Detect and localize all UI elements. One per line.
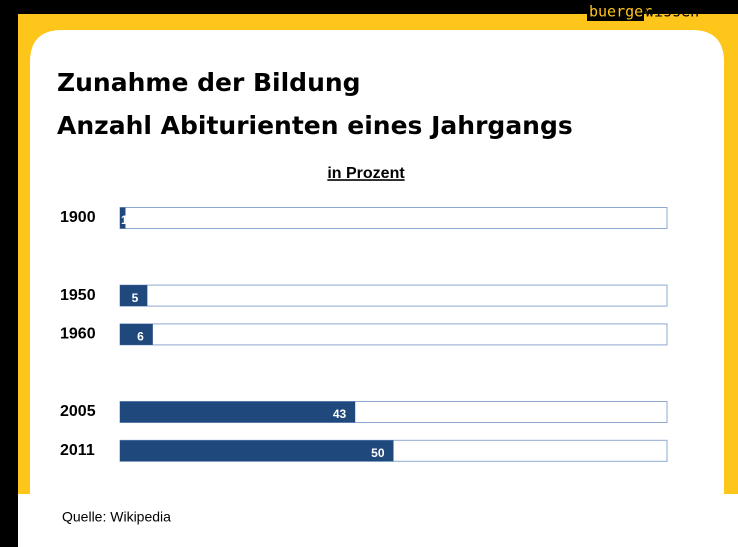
category-label: 1960 <box>60 326 96 343</box>
bar <box>120 323 153 345</box>
category-label: 1900 <box>60 209 96 226</box>
bar <box>120 207 126 229</box>
value-label: 1 <box>121 213 128 227</box>
bar-track <box>119 284 668 307</box>
bar <box>120 440 394 462</box>
category-label: 2011 <box>60 442 95 459</box>
bar <box>120 285 148 307</box>
value-label: 6 <box>137 330 144 344</box>
bar-track <box>119 207 668 229</box>
value-label: 5 <box>132 291 139 305</box>
source: Quelle: Wikipedia <box>62 509 171 525</box>
category-label: 2005 <box>60 403 96 420</box>
panel-bottom <box>18 494 738 547</box>
bar <box>120 401 356 423</box>
title-line: Anzahl Abiturienten eines Jahrgangs <box>57 111 573 140</box>
value-label: 43 <box>333 407 347 421</box>
logo-box <box>587 2 644 21</box>
logo-part: wissen <box>645 3 699 21</box>
subtitle: in Prozent <box>327 165 405 182</box>
category-label: 1950 <box>60 287 96 304</box>
bar-track <box>119 323 668 346</box>
title-line: Zunahme der Bildung <box>57 68 361 97</box>
logo-part: buerger <box>589 3 652 21</box>
value-label: 50 <box>371 446 385 460</box>
